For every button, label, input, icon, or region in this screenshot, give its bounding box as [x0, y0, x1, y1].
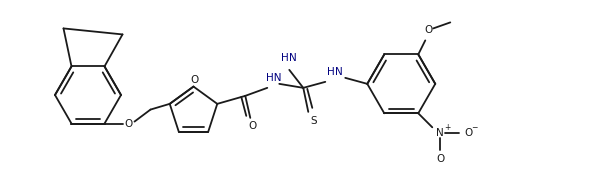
- Text: N: N: [437, 128, 444, 138]
- Text: +: +: [444, 123, 450, 132]
- Text: O: O: [436, 154, 444, 164]
- Text: S: S: [310, 116, 317, 126]
- Text: −: −: [471, 123, 478, 132]
- Text: H: H: [282, 53, 289, 63]
- Text: O: O: [464, 128, 472, 138]
- Text: N: N: [289, 53, 297, 63]
- Text: HN: HN: [265, 73, 281, 83]
- Text: O: O: [191, 74, 198, 85]
- Text: O: O: [124, 119, 133, 129]
- Text: O: O: [424, 25, 432, 35]
- Text: O: O: [248, 121, 256, 131]
- Text: H: H: [327, 67, 335, 77]
- Text: N: N: [335, 67, 343, 77]
